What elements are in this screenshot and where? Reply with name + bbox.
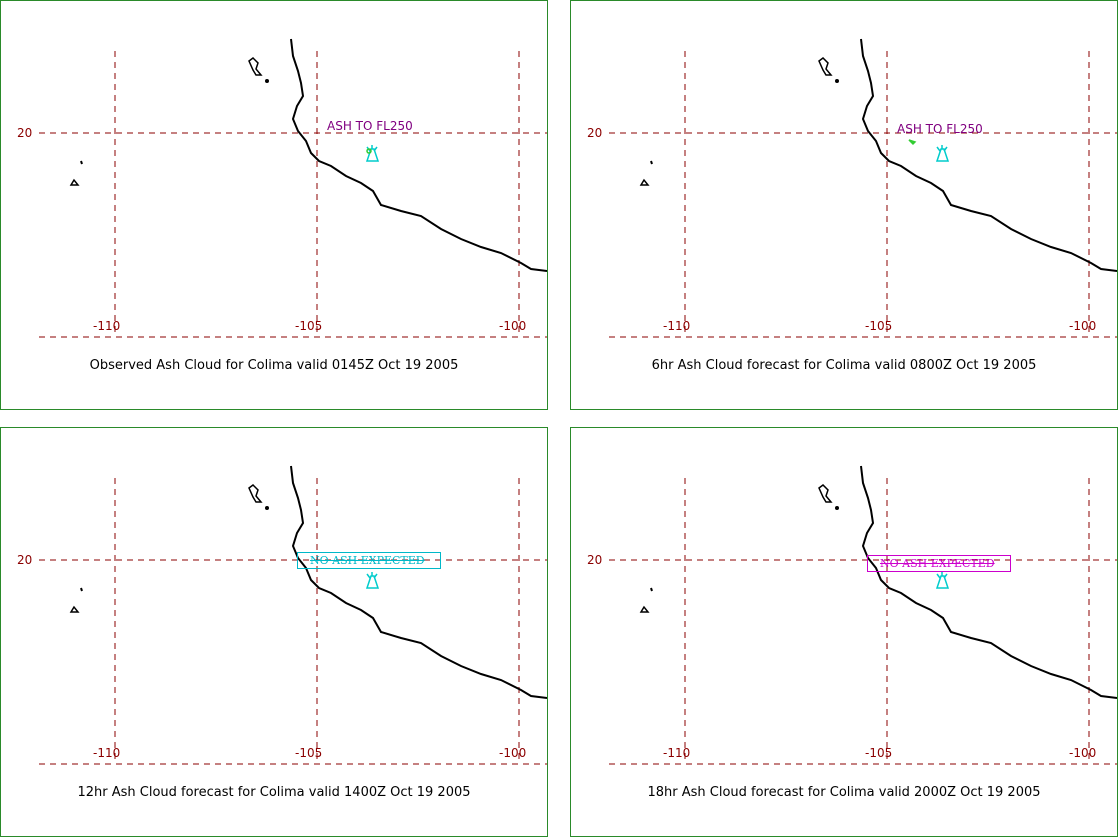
island-group-1 — [248, 57, 263, 76]
coastline — [860, 38, 1117, 272]
island-3 — [650, 160, 653, 165]
volcano-icon — [935, 145, 950, 162]
lon-label-105: -105 — [865, 746, 893, 760]
island-group-1 — [818, 57, 833, 76]
ash-cloud-patch — [366, 148, 372, 154]
island-2 — [835, 506, 839, 510]
ash-cloud-patch — [908, 139, 917, 146]
lon-label-105: -105 — [295, 319, 323, 333]
volcano-icon — [365, 572, 380, 589]
island-2 — [835, 79, 839, 83]
island-4 — [69, 178, 80, 186]
island-2 — [265, 506, 269, 510]
no-ash-box: NO ASH EXPECTED — [867, 555, 1011, 572]
island-2 — [265, 79, 269, 83]
map-panel-6hr: 20 -110 -105 -100 ASH TO FL250 6hr Ash C… — [570, 0, 1118, 410]
ash-annotation: ASH TO FL250 — [327, 119, 413, 133]
panel-caption: 12hr Ash Cloud forecast for Colima valid… — [77, 785, 471, 800]
map-canvas — [609, 465, 1117, 765]
lat-label-20: 20 — [17, 553, 33, 567]
map-panel-observed: 20 -110 -105 -100 ASH TO FL250 Observed … — [0, 0, 548, 410]
no-ash-box: NO ASH EXPECTED — [297, 552, 441, 569]
gridlines — [609, 51, 1117, 338]
gridlines — [609, 478, 1117, 765]
panel-caption: 18hr Ash Cloud forecast for Colima valid… — [647, 785, 1041, 800]
panel-caption: Observed Ash Cloud for Colima valid 0145… — [89, 358, 459, 373]
lon-label-110: -110 — [93, 746, 121, 760]
island-group-1 — [818, 484, 833, 503]
island-3 — [80, 587, 83, 592]
map-canvas — [39, 38, 547, 338]
map-panel-18hr: 20 -110 -105 -100 NO ASH EXPECTED 18hr A… — [570, 427, 1118, 837]
island-4 — [639, 605, 650, 613]
lon-label-100: -100 — [499, 746, 527, 760]
map-panel-12hr: 20 -110 -105 -100 NO ASH EXPECTED 12hr A… — [0, 427, 548, 837]
coastline — [290, 38, 547, 272]
lon-label-100: -100 — [1069, 746, 1097, 760]
lon-label-105: -105 — [865, 319, 893, 333]
lon-label-100: -100 — [499, 319, 527, 333]
coastline — [290, 465, 547, 699]
island-3 — [650, 587, 653, 592]
coastline — [860, 465, 1117, 699]
map-canvas — [39, 465, 547, 765]
lat-label-20: 20 — [17, 126, 33, 140]
volcano-icon — [935, 572, 950, 589]
gridlines — [39, 478, 547, 765]
island-4 — [639, 178, 650, 186]
lon-label-110: -110 — [663, 319, 691, 333]
ash-annotation: ASH TO FL250 — [897, 122, 983, 136]
gridlines — [39, 51, 547, 338]
map-canvas — [609, 38, 1117, 338]
lon-label-110: -110 — [93, 319, 121, 333]
island-4 — [69, 605, 80, 613]
lon-label-110: -110 — [663, 746, 691, 760]
panel-caption: 6hr Ash Cloud forecast for Colima valid … — [651, 358, 1037, 373]
lat-label-20: 20 — [587, 553, 603, 567]
island-group-1 — [248, 484, 263, 503]
island-3 — [80, 160, 83, 165]
lat-label-20: 20 — [587, 126, 603, 140]
lon-label-105: -105 — [295, 746, 323, 760]
lon-label-100: -100 — [1069, 319, 1097, 333]
